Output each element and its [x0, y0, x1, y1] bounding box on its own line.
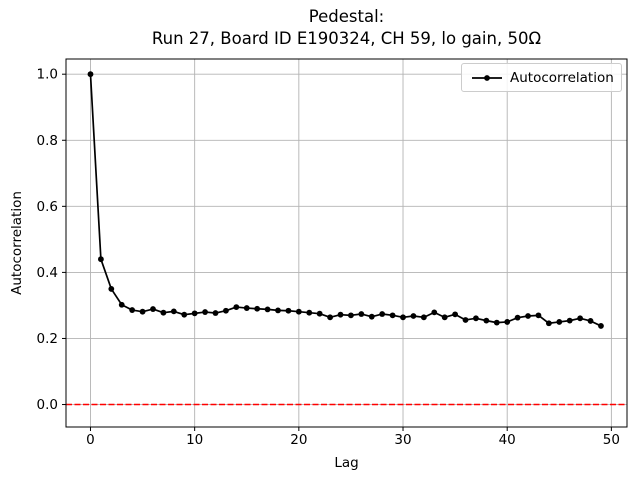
- series-marker: [598, 323, 604, 329]
- x-tick-label: 20: [290, 432, 307, 448]
- series-marker: [254, 305, 261, 312]
- series-marker: [202, 309, 208, 315]
- series-marker: [160, 309, 167, 316]
- y-tick-label: 0.8: [37, 133, 58, 149]
- series-marker: [473, 315, 479, 322]
- x-tick-label: 10: [186, 432, 203, 448]
- y-tick-label: 0.6: [37, 199, 58, 215]
- y-tick-label: 0.2: [37, 331, 58, 347]
- series-marker: [170, 308, 177, 315]
- series-marker: [306, 309, 313, 316]
- series-marker: [358, 311, 365, 317]
- series-marker: [337, 311, 344, 318]
- series-marker: [452, 311, 459, 318]
- y-tick-label: 0.0: [37, 397, 58, 413]
- x-tick-label: 50: [603, 432, 620, 448]
- series-marker: [431, 309, 438, 316]
- series-marker: [348, 312, 354, 319]
- y-tick-label: 1.0: [37, 67, 58, 83]
- legend-label: Autocorrelation: [510, 69, 614, 86]
- series-marker: [139, 308, 146, 315]
- series-marker: [87, 71, 94, 78]
- plot-border: [65, 58, 628, 428]
- series-marker: [98, 256, 104, 263]
- series-marker: [118, 301, 125, 308]
- series-marker: [493, 319, 500, 326]
- series-marker: [420, 314, 427, 321]
- series-marker: [243, 305, 250, 311]
- series-marker: [327, 314, 333, 321]
- series-marker: [525, 313, 531, 319]
- x-tick-label: 30: [394, 432, 411, 448]
- series-marker: [504, 319, 511, 325]
- series-marker: [379, 311, 386, 317]
- x-tick-label: 0: [86, 432, 95, 448]
- legend-line-marker-sample: [472, 74, 502, 81]
- series-marker: [108, 286, 115, 292]
- series-marker: [483, 317, 490, 324]
- series-marker: [181, 311, 188, 318]
- chart-title-line-1: Pedestal:: [308, 7, 385, 26]
- x-axis-label: Lag: [334, 455, 359, 471]
- series-marker: [212, 310, 219, 316]
- chart-title-line-2: Run 27, Board ID E190324, CH 59, lo gain…: [151, 29, 542, 48]
- y-axis-label: Autocorrelation: [9, 191, 25, 295]
- series-marker: [400, 314, 406, 321]
- series-marker: [556, 319, 563, 325]
- series-marker: [285, 307, 292, 314]
- y-tick-label: 0.4: [37, 265, 58, 281]
- series-marker: [566, 317, 573, 324]
- series-marker: [389, 312, 396, 319]
- series-marker: [264, 306, 271, 313]
- series-marker: [191, 310, 198, 317]
- series-marker: [233, 304, 240, 310]
- series-marker: [587, 318, 594, 324]
- series-marker: [316, 310, 323, 317]
- series-marker: [441, 314, 448, 321]
- series-marker: [275, 307, 281, 314]
- series-marker: [514, 314, 521, 321]
- series-marker: [150, 306, 156, 312]
- legend: Autocorrelation: [461, 63, 622, 92]
- series-marker: [129, 307, 136, 313]
- series-marker: [410, 313, 417, 319]
- series-marker: [462, 317, 469, 323]
- series-marker: [577, 315, 584, 322]
- series-marker: [545, 320, 552, 327]
- series-line: [89, 74, 602, 327]
- series-marker: [295, 308, 302, 315]
- series-marker: [535, 312, 542, 319]
- chart-title: Pedestal: Run 27, Board ID E190324, CH 5…: [66, 6, 627, 50]
- x-tick-label: 40: [499, 432, 516, 448]
- series-marker: [368, 313, 375, 320]
- series-marker: [223, 307, 229, 314]
